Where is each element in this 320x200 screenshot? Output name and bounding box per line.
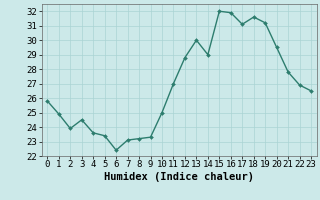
X-axis label: Humidex (Indice chaleur): Humidex (Indice chaleur)	[104, 172, 254, 182]
